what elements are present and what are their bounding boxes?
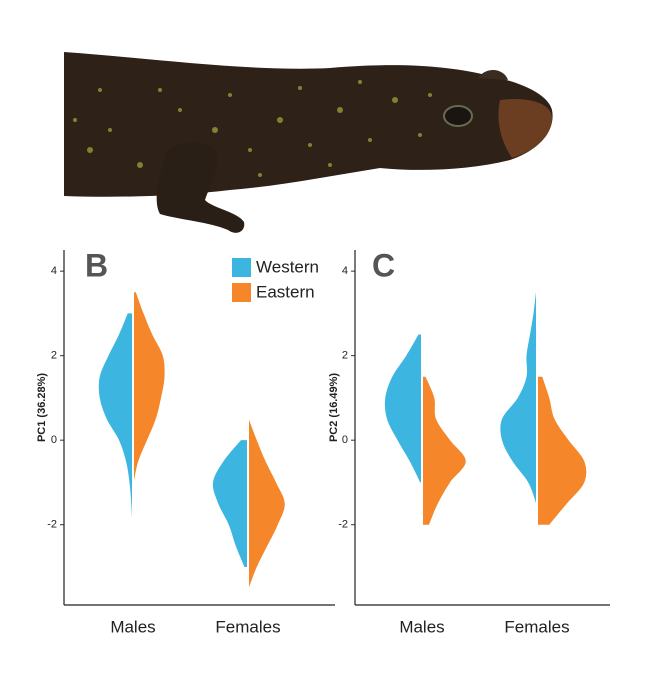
y-tick-label: -2 — [47, 519, 57, 531]
half-violin — [133, 292, 165, 483]
y-tick-label: 2 — [51, 350, 57, 362]
half-violin — [500, 292, 537, 504]
salamander-photo — [64, 52, 553, 233]
half-violin — [422, 376, 466, 525]
half-violin — [537, 376, 587, 525]
legend-label: Eastern — [256, 282, 315, 301]
y-tick-label: 2 — [342, 350, 348, 362]
x-tick-label: Males — [110, 617, 155, 636]
y-tick-label: 4 — [51, 265, 57, 277]
y-tick-label: 4 — [342, 265, 348, 277]
y-tick-label: -2 — [338, 519, 348, 531]
half-violin — [384, 334, 422, 483]
half-violin — [212, 440, 248, 567]
half-violin — [98, 313, 133, 525]
legend-swatch — [232, 258, 251, 277]
y-axis-label: PC1 (36.28%) — [36, 373, 48, 442]
half-violin — [248, 419, 285, 589]
x-tick-label: Females — [504, 617, 569, 636]
y-axis-label: PC2 (16.49%) — [328, 373, 340, 442]
x-tick-label: Females — [215, 617, 280, 636]
legend-swatch — [232, 283, 251, 302]
y-tick-label: 0 — [51, 434, 57, 446]
y-tick-label: 0 — [342, 434, 348, 446]
panel-label: C — [372, 247, 395, 283]
legend-label: Western — [256, 257, 319, 276]
x-tick-label: Males — [399, 617, 444, 636]
panel-label: B — [85, 247, 108, 283]
